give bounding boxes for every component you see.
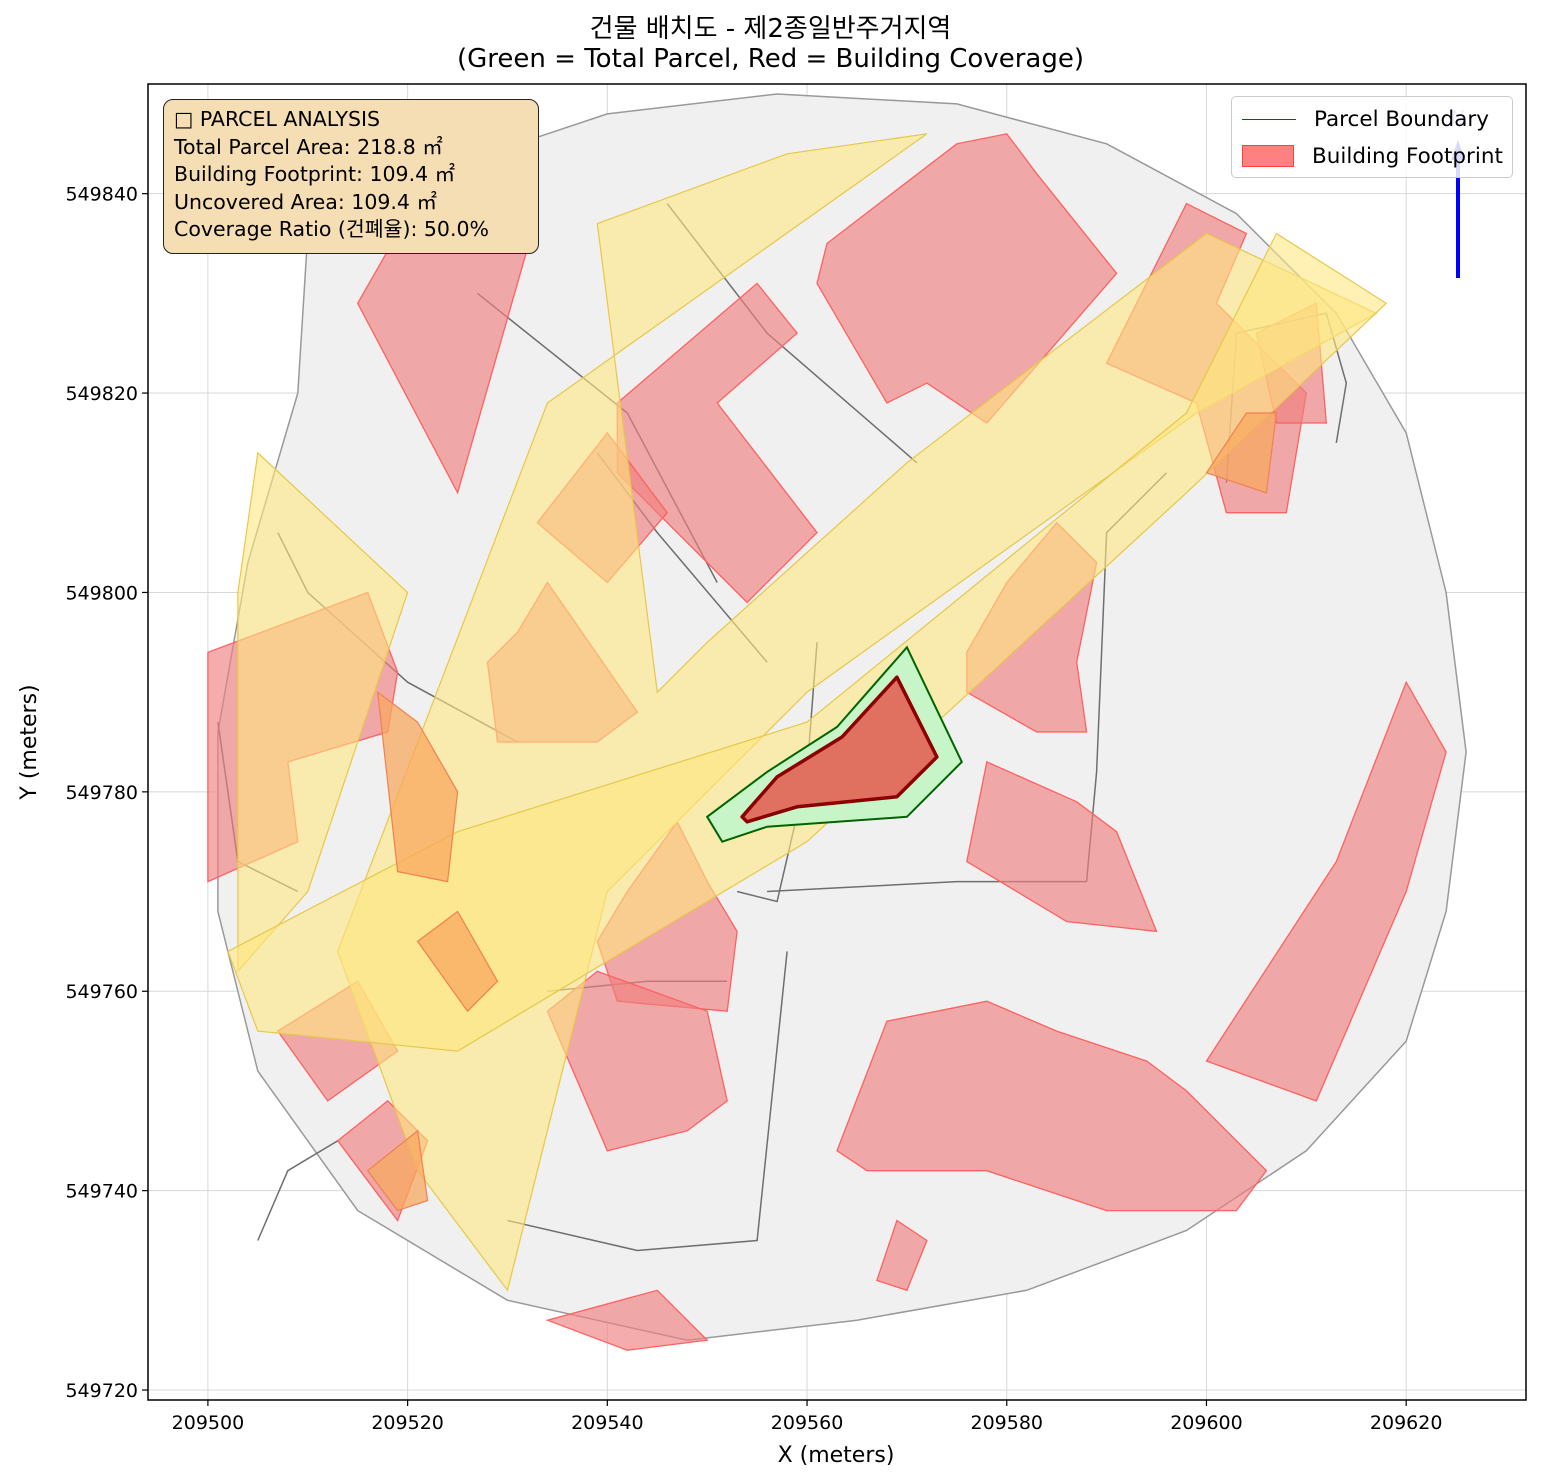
plot-frame [147,83,1527,1401]
y-tick-label: 549800 [65,582,138,604]
overlap-polygon [376,690,459,883]
y-axis-label: Y (meters) [17,684,42,800]
chart-title-line-2: (Green = Total Parcel, Red = Building Co… [457,44,1084,74]
road-polygon [237,451,409,973]
building-polygon [546,970,728,1152]
y-tick-label: 549780 [65,782,138,804]
x-tick-label: 209540 [571,1412,644,1434]
info-line-coverage-ratio: Coverage Ratio (건폐율): 50.0% [174,217,490,241]
road-polygon [227,232,1388,1052]
x-tick-label: 209500 [172,1412,245,1434]
parcel-line [507,951,788,1252]
info-line-total-area: Total Parcel Area: 218.8 ㎡ [174,134,443,159]
building-polygon [1205,680,1447,1102]
overlap-polygon [416,910,499,1013]
y-tick-label: 549820 [65,383,138,405]
info-line-footprint: Building Footprint: 109.4 ㎡ [174,162,456,186]
x-tick-label: 209600 [1170,1412,1243,1434]
y-tick-label: 549840 [65,184,138,206]
x-tick-label: 209620 [1370,1412,1443,1434]
legend-item-building-footprint: Building Footprint [1242,141,1503,171]
x-tick-label: 209560 [771,1412,844,1434]
ticks: 209500 209520 209540 209560 209580 209600 2096… [65,184,1442,1434]
y-tick-label: 549760 [65,981,138,1003]
info-line-uncovered: Uncovered Area: 109.4 ㎡ [174,189,437,214]
legend-label-building-footprint: Building Footprint [1312,143,1503,169]
chart-title-line-1: 건물 배치도 - 제2종일반주거지역 [589,14,952,44]
building-polygon [876,1219,928,1292]
y-tick-label: 549740 [65,1181,138,1203]
x-axis-label: X (meters) [778,1443,895,1468]
parcel-line [257,1140,339,1241]
y-tick-label: 549720 [65,1380,138,1402]
map-layer [207,93,1467,1351]
parcel-analysis-box: □ PARCEL ANALYSIS Total Parcel Area: 218… [163,99,539,254]
building-footprint [740,675,939,824]
info-line-heading: □ PARCEL ANALYSIS [174,107,381,131]
overlap-polygon [1205,412,1278,494]
building-polygon [816,133,1118,424]
x-tick-label: 209520 [371,1412,444,1434]
legend: Parcel Boundary Building Footprint [1231,96,1513,178]
legend-label-parcel-boundary: Parcel Boundary [1314,106,1489,132]
building-polygon [545,1289,709,1351]
building-polygon [966,760,1158,933]
overlap-polygon [366,1129,429,1212]
legend-line-swatch [1242,118,1296,120]
legend-patch-swatch [1242,145,1294,167]
building-polygon [836,1000,1268,1212]
legend-item-parcel-boundary: Parcel Boundary [1242,104,1489,134]
x-tick-label: 209580 [970,1412,1043,1434]
